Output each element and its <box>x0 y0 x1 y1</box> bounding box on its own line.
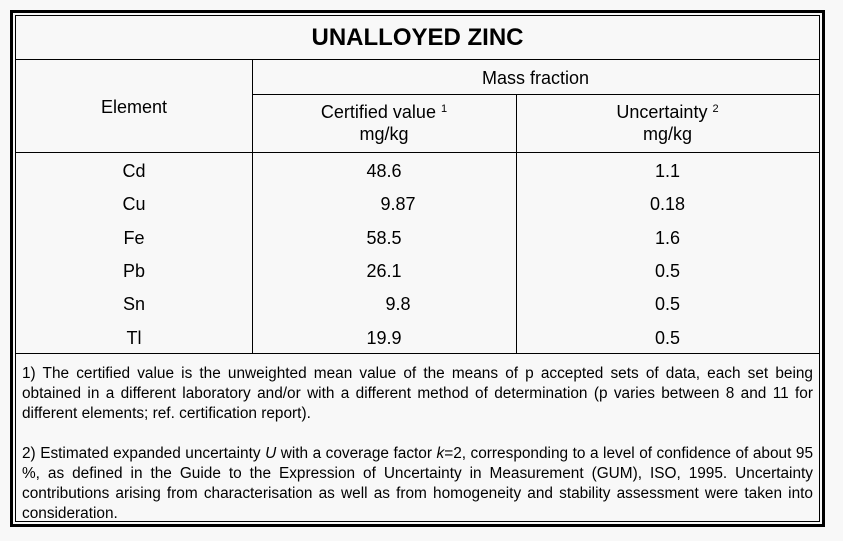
row-element: Pb <box>122 260 146 281</box>
header-mass-fraction: Mass fraction <box>481 68 590 88</box>
row-certified-value: 19.9 <box>366 327 402 348</box>
row-uncertainty: 0.5 <box>654 294 681 315</box>
note-text: =2, corresponding to a level of confiden… <box>22 445 813 522</box>
footnote-ref: 2 <box>712 103 719 115</box>
divider <box>16 59 819 60</box>
header-element: Element <box>100 97 168 117</box>
footnote-ref: 1 <box>440 103 448 115</box>
unit-label: mg/kg <box>642 124 693 144</box>
header-uncertainty: Uncertainty 2 mg/kg <box>516 101 819 145</box>
divider <box>252 94 819 95</box>
note-text: with a coverage factor <box>276 445 437 462</box>
row-certified-value: 26.1 <box>366 260 402 281</box>
row-uncertainty: 0.5 <box>654 260 681 281</box>
row-certified-value: 9.8 <box>385 294 411 315</box>
row-certified-value: 9.87 <box>380 194 416 215</box>
divider <box>252 59 253 353</box>
note-symbol: k <box>436 445 445 462</box>
note-symbol: U <box>265 445 277 462</box>
footnote-1: 1) The certified value is the unweighted… <box>22 365 813 422</box>
row-uncertainty: 1.1 <box>654 161 681 181</box>
row-element: Fe <box>123 227 145 248</box>
uncertainty-label: Uncertainty <box>616 102 708 122</box>
row-uncertainty: 1.6 <box>654 227 681 248</box>
certificate-table: UNALLOYED ZINC Element Mass fraction Cer… <box>10 10 825 527</box>
row-uncertainty: 0.5 <box>654 327 681 348</box>
divider <box>16 353 819 354</box>
table-title: UNALLOYED ZINC <box>311 24 524 51</box>
row-element: Tl <box>126 327 142 348</box>
certified-label: Certified value <box>320 102 436 122</box>
row-certified-value: 58.5 <box>366 227 402 248</box>
row-element: Cu <box>122 194 146 215</box>
row-element: Cd <box>122 161 146 181</box>
row-element: Sn <box>122 294 146 315</box>
divider <box>516 94 517 353</box>
note-text: 2) Estimated expanded uncertainty <box>22 445 266 462</box>
header-certified: Certified value 1 mg/kg <box>252 101 516 145</box>
row-certified-value: 48.6 <box>366 161 402 181</box>
table-inner: UNALLOYED ZINC Element Mass fraction Cer… <box>15 15 820 522</box>
divider <box>16 152 819 153</box>
row-uncertainty: 0.18 <box>649 194 686 215</box>
footnote-2: 2) Estimated expanded uncertainty U with… <box>22 444 813 524</box>
unit-label: mg/kg <box>359 124 409 144</box>
